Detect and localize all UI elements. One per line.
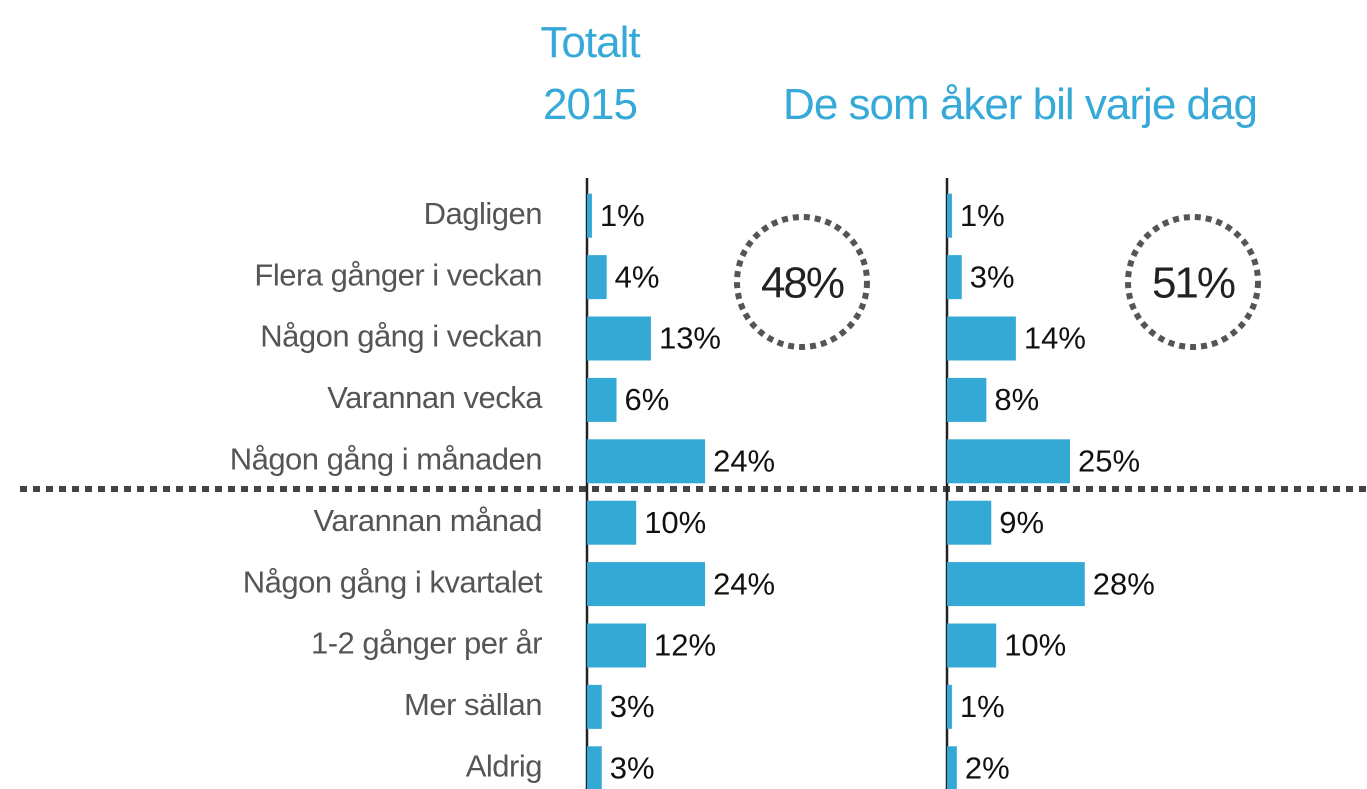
bar — [587, 316, 651, 361]
bar — [947, 439, 1070, 484]
series-header: De som åker bil varje dag — [783, 80, 1258, 129]
bar — [587, 439, 706, 484]
bar — [947, 193, 952, 238]
bar — [947, 377, 987, 422]
summary-label: 48% — [761, 259, 844, 308]
value-label: 25% — [1078, 443, 1140, 478]
value-label: 10% — [644, 505, 706, 540]
value-label: 10% — [1004, 628, 1066, 663]
category-label: Dagligen — [424, 196, 542, 231]
bar — [587, 500, 637, 545]
value-label: 12% — [654, 628, 716, 663]
bar — [947, 255, 962, 300]
value-label: 1% — [600, 198, 645, 233]
value-label: 24% — [713, 566, 775, 601]
value-label: 9% — [999, 505, 1044, 540]
category-label: Någon gång i veckan — [260, 319, 542, 354]
category-label: 1-2 gånger per år — [311, 626, 542, 661]
bar — [947, 684, 952, 729]
bar — [947, 623, 997, 668]
value-label: 1% — [960, 689, 1005, 724]
category-label: Någon gång i månaden — [230, 441, 542, 476]
category-label: Någon gång i kvartalet — [243, 564, 543, 599]
category-label: Varannan månad — [313, 503, 542, 538]
value-label: 4% — [615, 259, 660, 294]
bar — [587, 684, 602, 729]
series-header: Totalt 2015 — [540, 18, 640, 129]
bar — [587, 623, 647, 668]
category-label: Mer sällan — [404, 687, 542, 722]
bar — [587, 255, 607, 300]
bar — [947, 746, 957, 789]
bar — [947, 562, 1085, 607]
summary-label: 51% — [1152, 259, 1235, 308]
value-label: 14% — [1024, 321, 1086, 356]
category-label: Aldrig — [466, 748, 542, 783]
value-label: 3% — [970, 259, 1015, 294]
category-label: Flera gånger i veckan — [254, 257, 542, 292]
value-label: 6% — [625, 382, 670, 417]
value-label: 8% — [994, 382, 1039, 417]
bar — [587, 193, 592, 238]
value-label: 13% — [659, 321, 721, 356]
value-label: 3% — [610, 750, 655, 785]
bar — [947, 316, 1016, 361]
value-label: 28% — [1093, 566, 1155, 601]
category-label: Varannan vecka — [327, 380, 543, 415]
summary-circle — [1125, 214, 1261, 350]
bar — [947, 500, 992, 545]
bar — [587, 746, 602, 789]
value-label: 24% — [713, 443, 775, 478]
bar — [587, 377, 617, 422]
bar — [587, 562, 706, 607]
value-label: 1% — [960, 198, 1005, 233]
summary-circle — [734, 214, 870, 350]
value-label: 3% — [610, 689, 655, 724]
value-label: 2% — [965, 750, 1010, 785]
